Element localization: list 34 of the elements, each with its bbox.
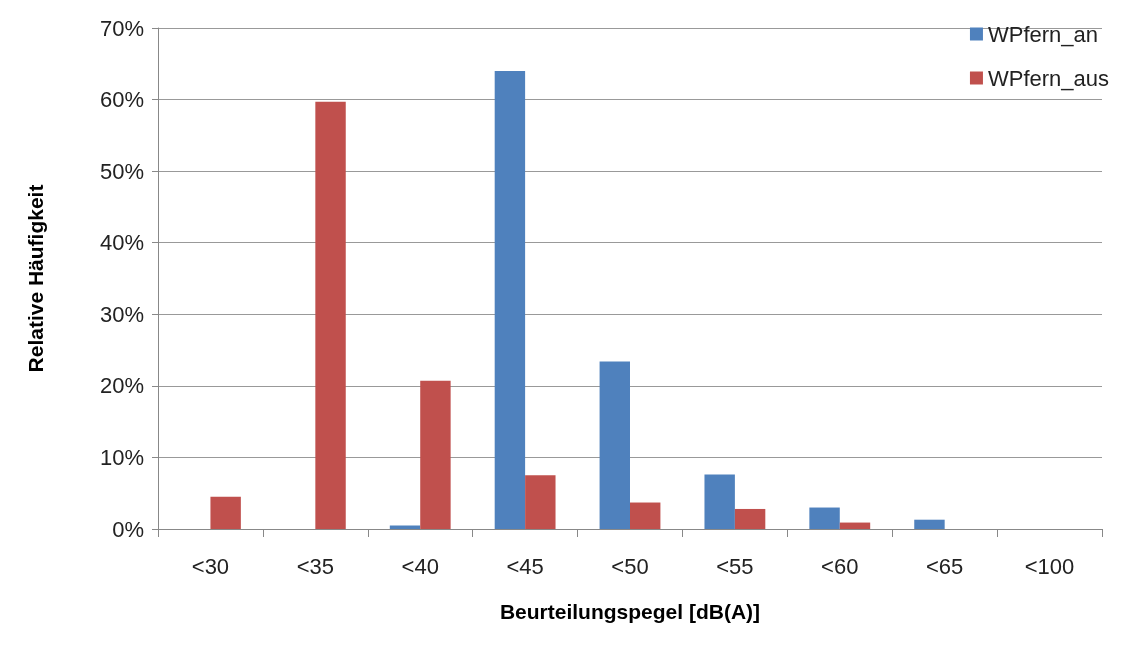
bar (704, 474, 735, 529)
bar (809, 507, 840, 529)
y-tick-label: 50% (99, 158, 144, 184)
x-tick-label: <65 (926, 553, 964, 579)
x-tick-label: <30 (191, 553, 230, 579)
bar (914, 519, 945, 529)
x-tick-label: <45 (506, 553, 544, 579)
bar (494, 70, 526, 529)
x-tick-label: <55 (716, 553, 754, 579)
y-tick-label: 20% (99, 373, 144, 399)
x-tick-label: <60 (821, 553, 859, 579)
x-tick-label: <50 (611, 553, 649, 579)
legend-label: WPfern_an (987, 21, 1099, 47)
bar (525, 475, 556, 529)
bar (630, 502, 661, 529)
bar (210, 496, 241, 529)
bar (839, 522, 871, 529)
y-tick-label: 60% (99, 87, 144, 113)
bar (420, 380, 451, 529)
legend-label: WPfern_aus (987, 65, 1110, 91)
bar (389, 525, 421, 529)
x-tick-label: <100 (1024, 553, 1075, 579)
y-tick-label: 0% (112, 516, 144, 542)
bar (734, 508, 766, 529)
x-axis-title: Beurteilungspegel [dB(A)] (499, 600, 761, 623)
y-tick-label: 40% (99, 230, 144, 256)
y-axis-title: Relative Häufigkeit (24, 184, 47, 373)
bar (599, 361, 630, 529)
y-tick-label: 10% (99, 444, 144, 470)
x-tick-label: <40 (401, 553, 439, 579)
x-tick-label: <35 (296, 553, 334, 579)
y-tick-label: 30% (99, 301, 144, 327)
bar (315, 101, 346, 529)
y-tick-label: 70% (99, 15, 144, 41)
